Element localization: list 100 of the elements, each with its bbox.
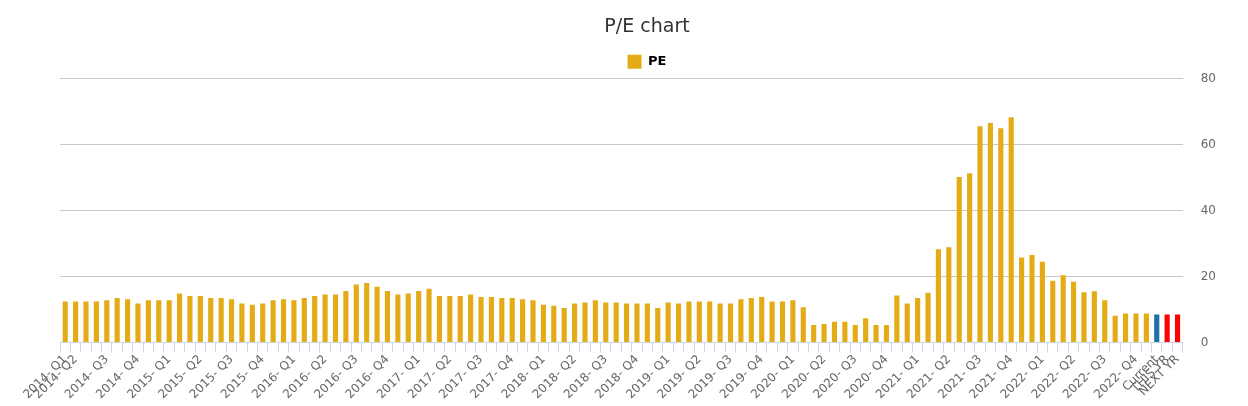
bar	[759, 296, 765, 342]
bar	[332, 294, 339, 342]
bar	[540, 304, 546, 342]
bar	[228, 299, 235, 342]
bar	[769, 301, 775, 342]
bar	[1071, 281, 1077, 342]
bar	[395, 294, 401, 342]
chart-title: P/E chart	[604, 14, 690, 37]
bar	[83, 301, 89, 342]
bar	[696, 301, 702, 342]
bar	[270, 300, 276, 342]
bar	[613, 302, 619, 342]
bar	[561, 308, 567, 342]
bar	[915, 297, 921, 342]
bar	[811, 324, 817, 342]
bar	[894, 295, 900, 342]
bar	[135, 303, 141, 342]
bar	[145, 300, 151, 342]
bar	[977, 126, 983, 342]
bar	[727, 303, 734, 342]
bar	[1133, 313, 1139, 342]
bar	[665, 302, 671, 342]
bar	[208, 297, 214, 342]
bar	[436, 295, 443, 342]
bar	[686, 301, 692, 342]
bar	[239, 303, 245, 342]
bar	[800, 307, 806, 342]
bar	[998, 128, 1004, 342]
y-tick-label: 80	[1200, 70, 1217, 85]
bar	[925, 292, 931, 342]
bar	[249, 304, 255, 342]
bar	[572, 303, 578, 342]
bar	[260, 303, 266, 342]
bar	[187, 295, 193, 342]
bar	[1102, 300, 1108, 342]
bar	[707, 301, 713, 342]
bar	[218, 297, 224, 342]
bar	[468, 294, 474, 342]
y-tick-label: 20	[1200, 268, 1217, 283]
bar	[312, 295, 318, 342]
bar	[364, 283, 370, 342]
bar	[946, 247, 952, 342]
bar	[634, 303, 640, 342]
bar	[592, 300, 598, 342]
bar	[374, 286, 380, 342]
bar	[904, 303, 910, 342]
bar	[738, 299, 744, 342]
bar	[1122, 313, 1129, 342]
bar	[1174, 314, 1181, 342]
bar	[748, 297, 754, 342]
bar	[520, 299, 526, 342]
bar	[426, 288, 432, 342]
bar	[353, 284, 359, 342]
bar	[125, 299, 131, 342]
bar	[478, 296, 484, 342]
y-tick-label: 40	[1200, 202, 1217, 217]
bar	[1039, 261, 1045, 342]
bar	[1143, 313, 1149, 342]
bar	[956, 176, 962, 342]
bar	[821, 323, 827, 342]
bar	[405, 293, 411, 342]
y-tick-label: 0	[1200, 334, 1209, 349]
bar	[1029, 255, 1035, 342]
bar	[530, 300, 536, 342]
bar	[280, 299, 287, 342]
bar	[717, 303, 723, 342]
bar	[291, 300, 297, 342]
bar	[447, 295, 453, 342]
bar	[73, 301, 79, 342]
bar	[935, 249, 942, 342]
bar	[675, 303, 682, 342]
legend-label: PE	[648, 53, 667, 69]
bar	[93, 301, 99, 342]
bar	[301, 297, 307, 342]
bar	[322, 294, 328, 342]
bar	[1112, 315, 1118, 342]
bar	[873, 324, 879, 342]
bar	[104, 300, 110, 342]
bar	[883, 324, 890, 342]
bar	[62, 301, 68, 342]
bar	[1081, 292, 1087, 342]
bar	[852, 324, 858, 342]
bar	[655, 308, 661, 342]
bar	[509, 297, 515, 342]
bar	[603, 302, 609, 342]
bar	[1164, 314, 1170, 342]
bar	[790, 300, 796, 342]
y-tick-label: 60	[1200, 136, 1217, 151]
bar	[1050, 280, 1056, 342]
bar	[1019, 257, 1025, 342]
bar	[987, 122, 993, 342]
bar	[551, 305, 557, 342]
bar	[176, 293, 183, 342]
bar	[1091, 291, 1097, 342]
bar	[1008, 117, 1014, 342]
bar	[967, 173, 973, 342]
bar	[499, 297, 505, 342]
bar	[343, 290, 349, 342]
bar	[488, 296, 494, 342]
bar	[114, 297, 120, 342]
